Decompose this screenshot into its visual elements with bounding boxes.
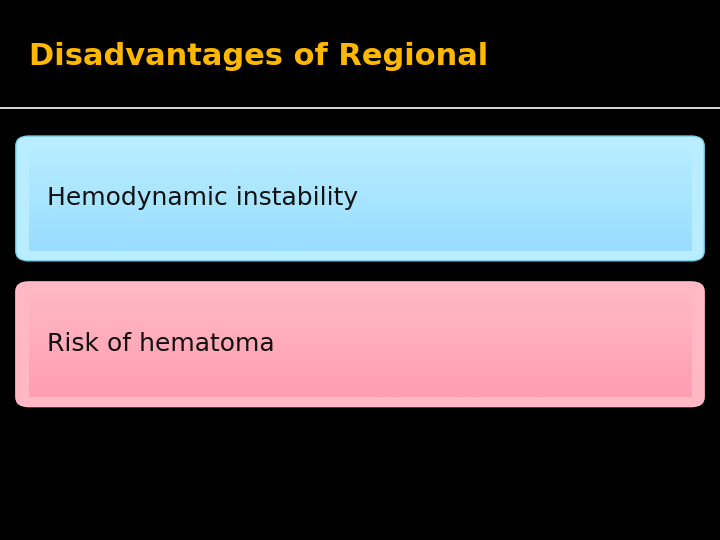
- Text: Risk of hematoma: Risk of hematoma: [47, 332, 274, 356]
- FancyBboxPatch shape: [16, 136, 704, 261]
- Text: Hemodynamic instability: Hemodynamic instability: [47, 186, 358, 211]
- Text: Disadvantages of Regional: Disadvantages of Regional: [29, 42, 488, 71]
- FancyBboxPatch shape: [16, 282, 704, 407]
